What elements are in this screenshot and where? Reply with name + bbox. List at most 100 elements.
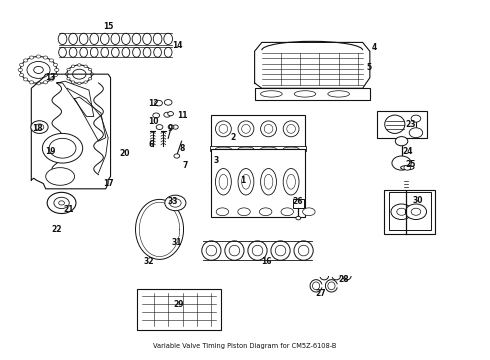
Bar (211, 115, 305, 148)
Ellipse shape (67, 77, 70, 80)
Ellipse shape (49, 78, 53, 81)
Text: 21: 21 (64, 206, 74, 215)
Ellipse shape (261, 91, 282, 97)
Bar (137, 289, 221, 330)
Ellipse shape (43, 81, 48, 84)
Circle shape (165, 195, 186, 211)
Text: 5: 5 (367, 63, 371, 72)
Ellipse shape (248, 241, 267, 260)
Ellipse shape (287, 174, 295, 189)
Bar (377, 111, 427, 138)
Ellipse shape (154, 48, 161, 57)
Ellipse shape (69, 48, 77, 57)
Ellipse shape (101, 48, 109, 57)
Circle shape (31, 121, 48, 134)
Text: 33: 33 (168, 197, 178, 206)
Ellipse shape (216, 147, 231, 151)
Ellipse shape (328, 91, 349, 97)
Text: 4: 4 (372, 43, 377, 52)
Circle shape (155, 100, 162, 106)
Ellipse shape (59, 48, 66, 57)
Text: 11: 11 (177, 111, 188, 120)
Ellipse shape (164, 48, 172, 57)
Ellipse shape (24, 78, 28, 81)
Circle shape (34, 66, 43, 73)
Ellipse shape (49, 59, 53, 62)
Ellipse shape (122, 33, 130, 45)
Circle shape (392, 156, 411, 170)
Ellipse shape (401, 166, 414, 170)
Ellipse shape (90, 48, 98, 57)
Ellipse shape (206, 245, 217, 256)
Ellipse shape (89, 68, 92, 71)
Ellipse shape (261, 121, 276, 137)
Circle shape (54, 197, 69, 208)
Ellipse shape (43, 56, 48, 59)
Ellipse shape (20, 73, 24, 77)
Text: 26: 26 (293, 197, 303, 206)
Text: 2: 2 (230, 133, 236, 142)
Circle shape (164, 112, 171, 117)
Ellipse shape (259, 208, 272, 216)
Ellipse shape (216, 168, 231, 195)
Circle shape (35, 124, 44, 130)
Text: 29: 29 (173, 300, 184, 309)
Ellipse shape (216, 121, 231, 137)
Circle shape (168, 112, 173, 116)
Ellipse shape (153, 33, 162, 45)
Ellipse shape (77, 82, 81, 85)
Text: 31: 31 (172, 238, 182, 247)
Bar (210, 147, 306, 151)
Text: 24: 24 (402, 147, 413, 156)
Ellipse shape (287, 125, 295, 133)
Text: 13: 13 (45, 73, 56, 82)
Ellipse shape (216, 208, 229, 216)
Ellipse shape (46, 168, 74, 185)
Circle shape (395, 136, 408, 146)
Ellipse shape (294, 241, 313, 260)
Ellipse shape (36, 82, 41, 85)
Ellipse shape (271, 241, 290, 260)
Circle shape (73, 69, 86, 79)
Circle shape (411, 115, 421, 122)
Ellipse shape (69, 33, 77, 45)
Text: 18: 18 (32, 124, 43, 133)
Ellipse shape (385, 115, 405, 134)
Ellipse shape (53, 73, 57, 77)
Ellipse shape (238, 168, 254, 195)
Circle shape (409, 128, 423, 138)
Circle shape (47, 192, 76, 213)
Ellipse shape (67, 68, 70, 71)
Text: 9: 9 (168, 124, 173, 133)
Ellipse shape (18, 68, 23, 72)
Circle shape (49, 138, 76, 158)
Ellipse shape (72, 81, 75, 83)
Ellipse shape (261, 168, 276, 195)
Text: 32: 32 (144, 257, 154, 266)
Ellipse shape (89, 77, 92, 80)
Circle shape (59, 201, 65, 205)
Text: 27: 27 (316, 289, 326, 298)
Ellipse shape (261, 147, 276, 151)
Bar (389, 192, 431, 230)
Ellipse shape (29, 56, 34, 59)
Ellipse shape (143, 33, 151, 45)
Text: 6: 6 (149, 140, 154, 149)
Text: Variable Valve Timing Piston Diagram for CM5Z-6108-B: Variable Valve Timing Piston Diagram for… (153, 343, 337, 348)
Bar (211, 149, 305, 217)
Ellipse shape (72, 65, 75, 67)
Circle shape (168, 125, 174, 129)
Ellipse shape (65, 73, 69, 75)
Ellipse shape (242, 174, 250, 189)
Circle shape (67, 65, 92, 83)
Ellipse shape (36, 55, 41, 58)
Circle shape (411, 208, 421, 215)
Circle shape (174, 154, 180, 158)
Ellipse shape (283, 168, 299, 195)
Circle shape (405, 204, 426, 220)
Text: 12: 12 (148, 99, 159, 108)
Ellipse shape (164, 33, 172, 45)
Circle shape (27, 62, 50, 78)
Ellipse shape (112, 48, 119, 57)
Ellipse shape (133, 48, 140, 57)
